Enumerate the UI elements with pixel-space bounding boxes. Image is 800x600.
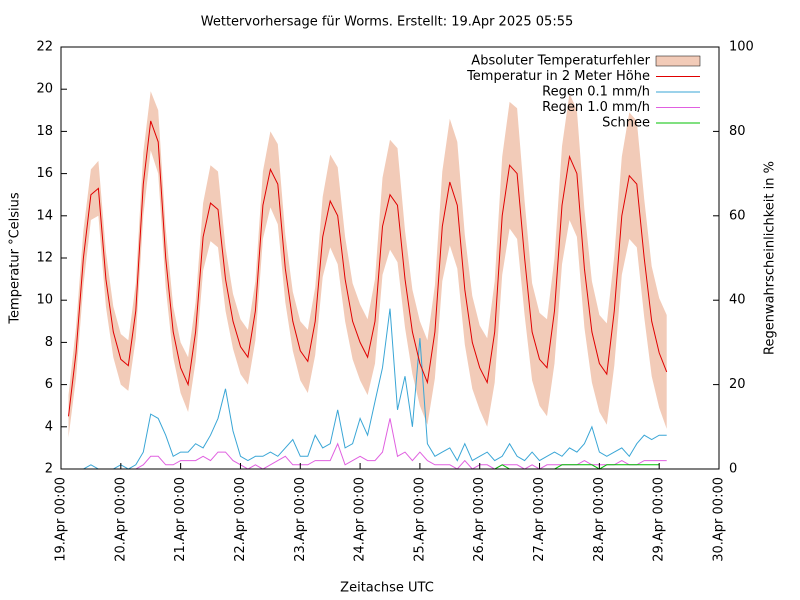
- x-tick-label: 26.Apr 00:00: [472, 477, 487, 562]
- y2-tick-label: 80: [729, 124, 746, 139]
- y-tick-label: 4: [45, 419, 53, 434]
- x-tick-label: 28.Apr 00:00: [592, 477, 607, 562]
- x-tick-label: 21.Apr 00:00: [173, 477, 188, 562]
- series-line: [68, 120, 668, 417]
- x-tick-label: 24.Apr 00:00: [353, 477, 368, 562]
- y-axis-label: Temperatur °Celsius: [8, 192, 23, 325]
- x-tick-label: 23.Apr 00:00: [293, 477, 308, 562]
- y2-tick-label: 20: [729, 377, 746, 392]
- y-tick-label: 22: [36, 40, 53, 55]
- x-tick-label: 20.Apr 00:00: [113, 477, 128, 562]
- legend-label: Temperatur in 2 Meter Höhe: [466, 69, 650, 84]
- y-tick-label: 14: [36, 208, 53, 223]
- series-line: [68, 308, 667, 470]
- legend-label: Regen 0.1 mm/h: [542, 85, 650, 100]
- legend-label: Regen 1.0 mm/h: [542, 100, 650, 115]
- x-axis-label: Zeitachse UTC: [340, 581, 434, 596]
- y-tick-label: 6: [45, 377, 53, 392]
- y-tick-label: 20: [36, 82, 53, 97]
- x-tick-label: 29.Apr 00:00: [652, 477, 667, 562]
- x-tick-label: 22.Apr 00:00: [233, 477, 248, 562]
- y2-tick-label: 60: [729, 208, 746, 223]
- y-tick-label: 16: [36, 166, 53, 181]
- x-tick-label: 19.Apr 00:00: [54, 477, 69, 562]
- chart-title: Wettervorhersage für Worms. Erstellt: 19…: [201, 15, 574, 30]
- y-tick-label: 8: [45, 335, 53, 350]
- y-tick-label: 18: [36, 124, 53, 139]
- y2-axis-label: Regenwahrscheinlichkeit in %: [763, 161, 778, 355]
- y-tick-label: 2: [45, 462, 53, 477]
- y2-tick-label: 0: [729, 462, 737, 477]
- legend-swatch: [655, 55, 701, 67]
- y-tick-label: 12: [36, 251, 53, 266]
- y2-tick-label: 100: [729, 40, 754, 55]
- series-line: [68, 418, 667, 470]
- series-line: [487, 464, 660, 470]
- legend-label: Absoluter Temperaturfehler: [471, 54, 650, 69]
- x-tick-label: 30.Apr 00:00: [712, 477, 727, 562]
- legend-label: Schnee: [602, 116, 650, 131]
- y2-tick-label: 40: [729, 293, 746, 308]
- x-tick-label: 27.Apr 00:00: [532, 477, 547, 562]
- y-tick-label: 10: [36, 293, 53, 308]
- x-tick-label: 25.Apr 00:00: [412, 477, 427, 562]
